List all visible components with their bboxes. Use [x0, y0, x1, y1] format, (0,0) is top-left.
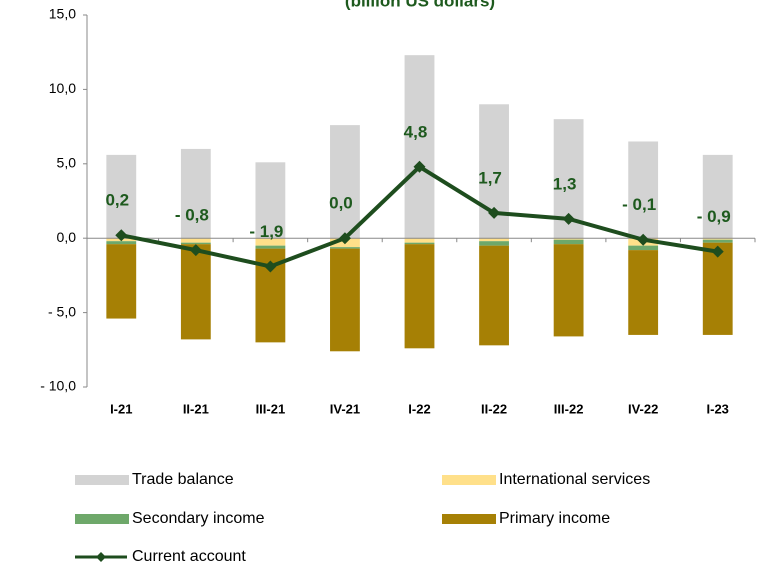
bar-segment — [255, 238, 286, 246]
y-tick-label: - 10,0 — [40, 378, 76, 394]
data-label: 0,2 — [105, 191, 129, 210]
marker — [264, 260, 277, 273]
x-tick-label: IV-22 — [628, 401, 658, 416]
data-label: 1,3 — [553, 174, 577, 193]
data-label: 0,0 — [329, 194, 353, 213]
marker — [488, 206, 501, 219]
bar-segment — [628, 245, 659, 251]
bar-segment — [106, 241, 137, 245]
y-tick-label: 0,0 — [57, 229, 77, 245]
bar-segment — [180, 148, 211, 239]
bar-segment — [180, 238, 211, 243]
legend-label: International services — [499, 471, 650, 488]
legend-marker — [96, 552, 106, 562]
bar-segment — [330, 247, 360, 249]
bar-segment — [330, 248, 360, 352]
bar-segment — [404, 238, 435, 243]
x-tick-label: I-23 — [707, 401, 729, 416]
bar-segment — [628, 250, 659, 335]
legend-swatch — [442, 514, 496, 524]
x-tick-label: III-22 — [554, 401, 584, 416]
marker — [115, 229, 128, 242]
data-label: 1,7 — [478, 168, 502, 187]
marker — [338, 232, 351, 245]
bar-segment — [404, 244, 435, 349]
x-tick-label: II-22 — [481, 401, 507, 416]
x-tick-label: III-21 — [256, 401, 286, 416]
legend-swatch — [75, 514, 129, 524]
bar-segment — [255, 162, 286, 239]
legend-label: Primary income — [499, 510, 610, 527]
bar-segment — [479, 245, 509, 346]
marker — [562, 212, 575, 225]
data-label: - 0,9 — [697, 207, 731, 226]
bar-segment — [553, 239, 584, 245]
bar-segment — [180, 244, 211, 340]
y-tick-label: - 5,0 — [48, 303, 76, 319]
x-tick-label: IV-21 — [330, 401, 360, 416]
bar-segment — [180, 242, 211, 245]
x-tick-label: II-21 — [183, 401, 209, 416]
data-label: 4,8 — [404, 122, 428, 141]
bar-segment — [479, 241, 509, 246]
bar-segment — [553, 238, 584, 240]
bar-segment — [553, 244, 584, 337]
data-label: - 0,8 — [175, 206, 209, 225]
y-tick-label: 5,0 — [57, 155, 77, 171]
legend-label: Trade balance — [132, 471, 234, 488]
x-tick-label: I-22 — [408, 401, 430, 416]
bar-segment — [330, 125, 360, 239]
bar-segment — [702, 238, 733, 240]
bar-segment — [404, 55, 435, 239]
legend-label: Secondary income — [132, 510, 265, 527]
legend-swatch — [442, 475, 496, 485]
bar-segment — [702, 239, 733, 243]
x-tick-label: I-21 — [110, 401, 132, 416]
bar-segment — [106, 244, 137, 319]
bar-segment — [702, 242, 733, 335]
chart-title: (billion US dollars) — [345, 0, 495, 10]
y-tick-label: 10,0 — [49, 80, 76, 96]
y-tick-label: 15,0 — [49, 6, 76, 22]
bar-segment — [702, 154, 733, 239]
bar-segment — [404, 242, 435, 245]
marker — [413, 160, 426, 173]
legend-label: Current account — [132, 548, 246, 565]
bar-segment — [479, 238, 509, 242]
marker — [637, 233, 650, 246]
marker — [711, 245, 724, 258]
legend-swatch — [75, 475, 129, 485]
bar-segment — [255, 245, 286, 249]
bar-segment — [628, 141, 659, 239]
data-label: - 1,9 — [249, 222, 283, 241]
data-label: - 0,1 — [622, 195, 656, 214]
bar-segment — [106, 154, 137, 239]
marker — [189, 244, 202, 257]
